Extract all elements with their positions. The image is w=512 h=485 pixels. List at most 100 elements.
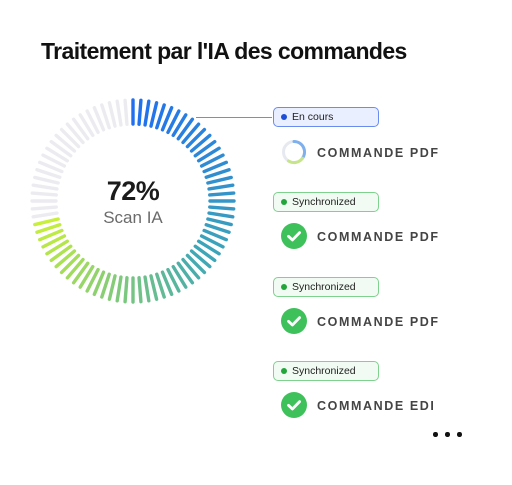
gauge-tick-active [160, 105, 174, 132]
status-badge: Synchronized [273, 277, 379, 297]
gauge-tick-active [59, 253, 81, 275]
list-item-label: COMMANDE PDF [317, 315, 440, 329]
gauge-tick-track [49, 139, 73, 158]
gauge-tick-active [78, 264, 95, 289]
gauge-tick-active [193, 244, 217, 263]
gauge-tick-active [202, 228, 229, 242]
status-badge: Synchronized [273, 361, 379, 381]
gauge-tick-active [202, 160, 229, 174]
gauge-tick-active [85, 267, 100, 293]
gauge-tick-active [65, 257, 85, 280]
gauge-tick-track [92, 105, 106, 132]
status-text: Synchronized [292, 281, 356, 293]
gauge-tick-active [115, 275, 123, 303]
gauge-tick-track [123, 98, 129, 126]
gauge-tick-active [207, 183, 235, 191]
status-dot [281, 284, 287, 290]
gauge-tick-active [166, 267, 181, 293]
page-title: Traitement par l'IA des commandes [41, 38, 407, 64]
gauge-tick-active [208, 205, 236, 211]
gauge-tick-track [65, 122, 85, 145]
gauge-tick-active [35, 223, 62, 234]
gauge-tick-active [160, 270, 174, 297]
gauge-tick-active [92, 270, 106, 297]
gauge-tick-active [137, 98, 143, 126]
gauge-tick-track [31, 211, 59, 219]
gauge-tick-track [35, 168, 62, 179]
gauge-tick-active [208, 191, 236, 197]
gauge-tick-active [204, 168, 231, 179]
gauge-tick-active [199, 153, 225, 168]
gauge-tick-active [137, 276, 143, 304]
gauge-tick-active [143, 99, 151, 127]
status-dot [281, 114, 287, 120]
gauge-tick-track [85, 109, 100, 135]
check-circle-icon [281, 223, 307, 249]
gauge-tick-track [115, 99, 123, 127]
gauge-percent: 72% [106, 176, 160, 206]
gauge-tick-active [155, 103, 166, 130]
gauge-tick-active [54, 249, 77, 269]
list-item-label: COMMANDE PDF [317, 230, 440, 244]
gauge-tick-active [206, 175, 233, 185]
gauge-tick-active [155, 272, 166, 299]
list-item-label: COMMANDE PDF [317, 146, 440, 160]
gauge-tick-track [33, 175, 60, 185]
status-badge: Synchronized [273, 192, 379, 212]
progress-ring-icon [282, 139, 306, 165]
gauge-tick-track [30, 191, 58, 197]
gauge-tick-active [71, 261, 90, 285]
gauge-tick-track [30, 205, 58, 211]
more-dots-icon[interactable] [431, 428, 465, 440]
status-dot [281, 368, 287, 374]
gauge-tick-active [196, 239, 221, 256]
gauge-tick-active [37, 228, 64, 242]
check-circle-icon [281, 392, 307, 418]
gauge-tick-active [204, 223, 231, 234]
gauge-tick-active [193, 139, 217, 158]
gauge-tick-active [176, 117, 195, 141]
gauge-tick-active [45, 239, 70, 256]
gauge-tick-active [33, 217, 60, 227]
status-text: Synchronized [292, 196, 356, 208]
gauge-tick-active [171, 113, 188, 138]
gauge-tick-active [176, 261, 195, 285]
gauge-tick-active [196, 146, 221, 163]
gauge-tick-track [59, 127, 81, 149]
connector-line [196, 117, 272, 118]
gauge-tick-track [45, 146, 70, 163]
gauge-center: 72% Scan IA [73, 175, 193, 228]
status-text: En cours [292, 111, 334, 123]
gauge-tick-active [49, 244, 73, 263]
gauge-tick-track [71, 117, 90, 141]
gauge-tick-track [41, 153, 67, 168]
gauge-tick-track [37, 160, 64, 174]
gauge-tick-track [78, 113, 95, 138]
status-dot [281, 199, 287, 205]
gauge-tick-active [189, 133, 212, 153]
gauge-tick-track [100, 103, 111, 130]
gauge-tick-active [123, 276, 129, 304]
gauge-tick-active [100, 272, 111, 299]
gauge-tick-active [199, 234, 225, 249]
gauge-tick-active [181, 257, 201, 280]
gauge-tick-track [54, 133, 77, 153]
gauge-tick-active [166, 109, 181, 135]
gauge-tick-active [107, 274, 117, 301]
gauge-tick-active [185, 127, 207, 149]
gauge-tick-active [143, 275, 151, 303]
status-text: Synchronized [292, 365, 356, 377]
gauge-tick-track [107, 101, 117, 128]
gauge-tick-active [149, 274, 159, 301]
list-item-label: COMMANDE EDI [317, 399, 436, 413]
gauge-label: Scan IA [103, 208, 163, 227]
gauge-tick-active [181, 122, 201, 145]
gauge-tick-active [171, 264, 188, 289]
gauge-tick-track [31, 183, 59, 191]
gauge-tick-active [149, 101, 159, 128]
gauge-tick-active [41, 234, 67, 249]
gauge-tick-active [189, 249, 212, 269]
gauge-tick-active [206, 217, 233, 227]
status-badge: En cours [273, 107, 379, 127]
